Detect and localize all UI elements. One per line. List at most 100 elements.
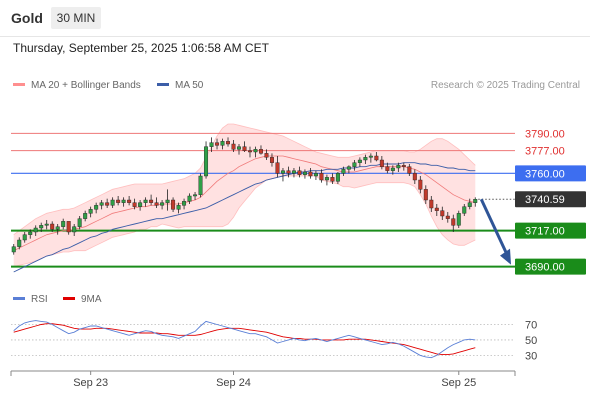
candle-body bbox=[308, 171, 313, 177]
candle-body bbox=[132, 202, 137, 207]
candle-body bbox=[280, 170, 285, 174]
level-3740-59-label: 3740.59 bbox=[525, 194, 565, 206]
candle-body bbox=[55, 226, 60, 230]
candle-body bbox=[418, 179, 423, 190]
time-axis-label: Sep 25 bbox=[441, 377, 476, 389]
candle-body bbox=[160, 202, 165, 206]
legend-ma50: MA 50 bbox=[157, 80, 203, 91]
candle-body bbox=[99, 202, 104, 206]
candle-body bbox=[330, 177, 335, 182]
candle-body bbox=[368, 155, 373, 158]
candle-body bbox=[182, 201, 187, 206]
candle-body bbox=[434, 207, 439, 211]
bb-lower-line bbox=[13, 175, 476, 268]
candle-body bbox=[72, 226, 77, 233]
timeframe-button[interactable]: 30 MIN bbox=[51, 7, 101, 29]
level-3760-00-label: 3760.00 bbox=[525, 168, 565, 180]
candle-body bbox=[17, 239, 22, 247]
symbol-title: Gold bbox=[11, 10, 43, 26]
candle-body bbox=[385, 166, 390, 171]
candle-body bbox=[253, 149, 258, 153]
candle-body bbox=[143, 199, 148, 203]
candle-body bbox=[198, 175, 203, 195]
candle-body bbox=[346, 166, 351, 170]
candle-body bbox=[22, 234, 27, 241]
candle-body bbox=[110, 199, 115, 206]
level-3717-00-label: 3717.00 bbox=[525, 226, 565, 238]
rsi-level-label: 70 bbox=[525, 319, 537, 331]
legend-rsi-ma-swatch bbox=[63, 296, 75, 300]
rsi-level-label: 30 bbox=[525, 350, 537, 362]
candle-body bbox=[226, 141, 231, 145]
legend-rsi-swatch bbox=[13, 296, 25, 300]
level-3790-00-label: 3790.00 bbox=[525, 128, 565, 140]
level-3760-00-tag bbox=[515, 165, 586, 182]
candle-body bbox=[445, 215, 450, 219]
time-axis-label: Sep 24 bbox=[216, 377, 251, 389]
rsi-level-label: 50 bbox=[525, 335, 537, 347]
candle-body bbox=[61, 221, 66, 227]
forecast-arrow-shaft bbox=[479, 198, 510, 258]
candle-body bbox=[324, 177, 329, 181]
legend-ma50-swatch bbox=[157, 82, 169, 86]
candle-body bbox=[116, 199, 121, 203]
candle-body bbox=[121, 199, 126, 203]
candle-body bbox=[390, 167, 395, 171]
level-3777-00-label: 3777.00 bbox=[525, 146, 565, 158]
time-axis-label: Sep 23 bbox=[73, 377, 108, 389]
candle-body bbox=[187, 195, 192, 202]
candle-body bbox=[171, 199, 176, 210]
candle-body bbox=[407, 166, 412, 174]
candle-body bbox=[423, 189, 428, 201]
candle-body bbox=[379, 159, 384, 167]
candle-body bbox=[302, 171, 307, 175]
level-3690-00-label: 3690.00 bbox=[525, 262, 565, 274]
candle-body bbox=[440, 210, 445, 217]
candle-body bbox=[39, 225, 44, 229]
candle-body bbox=[33, 227, 38, 233]
candle-body bbox=[462, 206, 467, 214]
candle-body bbox=[374, 155, 379, 161]
candle-body bbox=[275, 162, 280, 174]
candle-body bbox=[237, 146, 241, 150]
candle-body bbox=[88, 209, 93, 214]
candle-body bbox=[258, 149, 263, 154]
chart-header: Gold 30 MIN bbox=[0, 0, 590, 37]
candle-body bbox=[193, 194, 198, 197]
candle-body bbox=[286, 170, 291, 174]
candle-body bbox=[66, 221, 71, 233]
candle-body bbox=[248, 150, 252, 153]
candle-body bbox=[105, 202, 110, 206]
forecast-arrowhead bbox=[500, 248, 511, 265]
candle-body bbox=[264, 153, 269, 158]
candle-body bbox=[215, 142, 220, 146]
candle-body bbox=[28, 231, 33, 235]
candle-body bbox=[429, 199, 434, 209]
credit-text: Research © 2025 Trading Central bbox=[430, 80, 580, 91]
candle-body bbox=[297, 170, 302, 175]
candle-body bbox=[11, 246, 16, 253]
candle-body bbox=[138, 202, 143, 207]
legend-bollinger: MA 20 + Bollinger Bands bbox=[13, 80, 141, 91]
candle-body bbox=[412, 173, 417, 181]
candle-body bbox=[341, 169, 346, 174]
candle-body bbox=[83, 213, 88, 219]
level-3740-59-tag bbox=[515, 191, 586, 208]
candle-body bbox=[396, 165, 401, 169]
candle-body bbox=[352, 162, 357, 167]
candle-body bbox=[319, 173, 324, 181]
candle-body bbox=[335, 173, 340, 182]
candle-body bbox=[451, 218, 456, 226]
candle-body bbox=[165, 199, 170, 203]
legend-ma50-label: MA 50 bbox=[175, 80, 204, 91]
legend-bollinger-label: MA 20 + Bollinger Bands bbox=[31, 80, 141, 91]
candle-body bbox=[220, 141, 225, 146]
candle-body bbox=[127, 199, 132, 203]
candle-body bbox=[473, 199, 478, 203]
candle-body bbox=[154, 202, 159, 206]
legend-rsi: RSI bbox=[13, 294, 48, 305]
candle-body bbox=[50, 223, 55, 230]
candle-body bbox=[269, 157, 274, 163]
legend-rsi-label: RSI bbox=[31, 294, 48, 305]
